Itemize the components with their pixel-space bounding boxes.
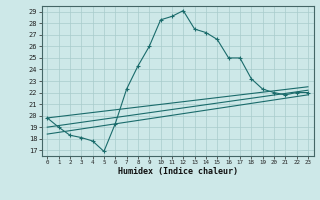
X-axis label: Humidex (Indice chaleur): Humidex (Indice chaleur): [118, 167, 237, 176]
